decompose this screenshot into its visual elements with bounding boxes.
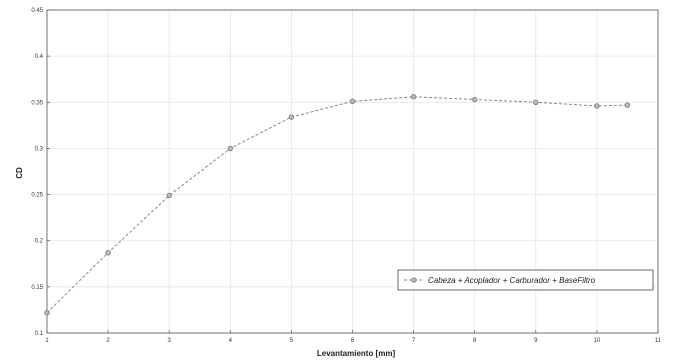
data-point (624, 102, 631, 108)
data-point (227, 145, 233, 152)
x-tick-label: 4 (229, 338, 233, 344)
x-tick-label: 9 (534, 338, 538, 344)
x-tick-label: 6 (351, 338, 355, 344)
x-tick-label: 2 (106, 338, 110, 344)
data-point (288, 114, 295, 120)
y-tick-label: 0.15 (31, 285, 43, 291)
data-point (105, 250, 111, 256)
x-tick-label: 1 (45, 338, 49, 344)
series-group (44, 94, 631, 316)
data-point (349, 98, 356, 105)
x-tick-label: 5 (290, 338, 294, 344)
x-tick-label: 7 (412, 338, 416, 344)
x-tick-label: 8 (473, 338, 477, 344)
data-point (533, 99, 539, 105)
y-tick-label: 0.45 (31, 8, 43, 14)
data-point (44, 309, 50, 316)
legend: Cabeza + Acoplador + Carburador + BaseFi… (397, 269, 654, 291)
x-tick-label: 11 (655, 338, 662, 344)
series-line (46, 96, 628, 314)
x-tick-label: 3 (168, 338, 172, 344)
x-axis-label: Levantamiento [mm] (317, 349, 396, 358)
legend-box (397, 269, 654, 291)
data-point (410, 94, 417, 100)
y-tick-label: 0.1 (35, 331, 44, 337)
y-axis-label: CD (15, 167, 24, 179)
x-tick-labels: 1 2 3 4 5 6 7 8 9 10 11 (45, 330, 662, 344)
y-tick-label: 0.25 (31, 193, 43, 199)
legend-entry-label: Cabeza + Acoplador + Carburador + BaseFi… (428, 276, 596, 285)
data-point (594, 103, 600, 109)
data-point (472, 96, 478, 103)
x-tick-label: 10 (594, 338, 601, 344)
y-tick-labels: 0.1 0.15 0.2 0.25 0.3 0.35 0.4 0.45 (31, 8, 50, 337)
y-tick-label: 0.4 (35, 54, 44, 60)
y-tick-label: 0.2 (35, 239, 44, 245)
y-tick-label: 0.35 (31, 100, 43, 106)
data-point (166, 192, 172, 199)
legend-marker-swatch (411, 277, 417, 283)
y-tick-label: 0.3 (35, 146, 44, 152)
